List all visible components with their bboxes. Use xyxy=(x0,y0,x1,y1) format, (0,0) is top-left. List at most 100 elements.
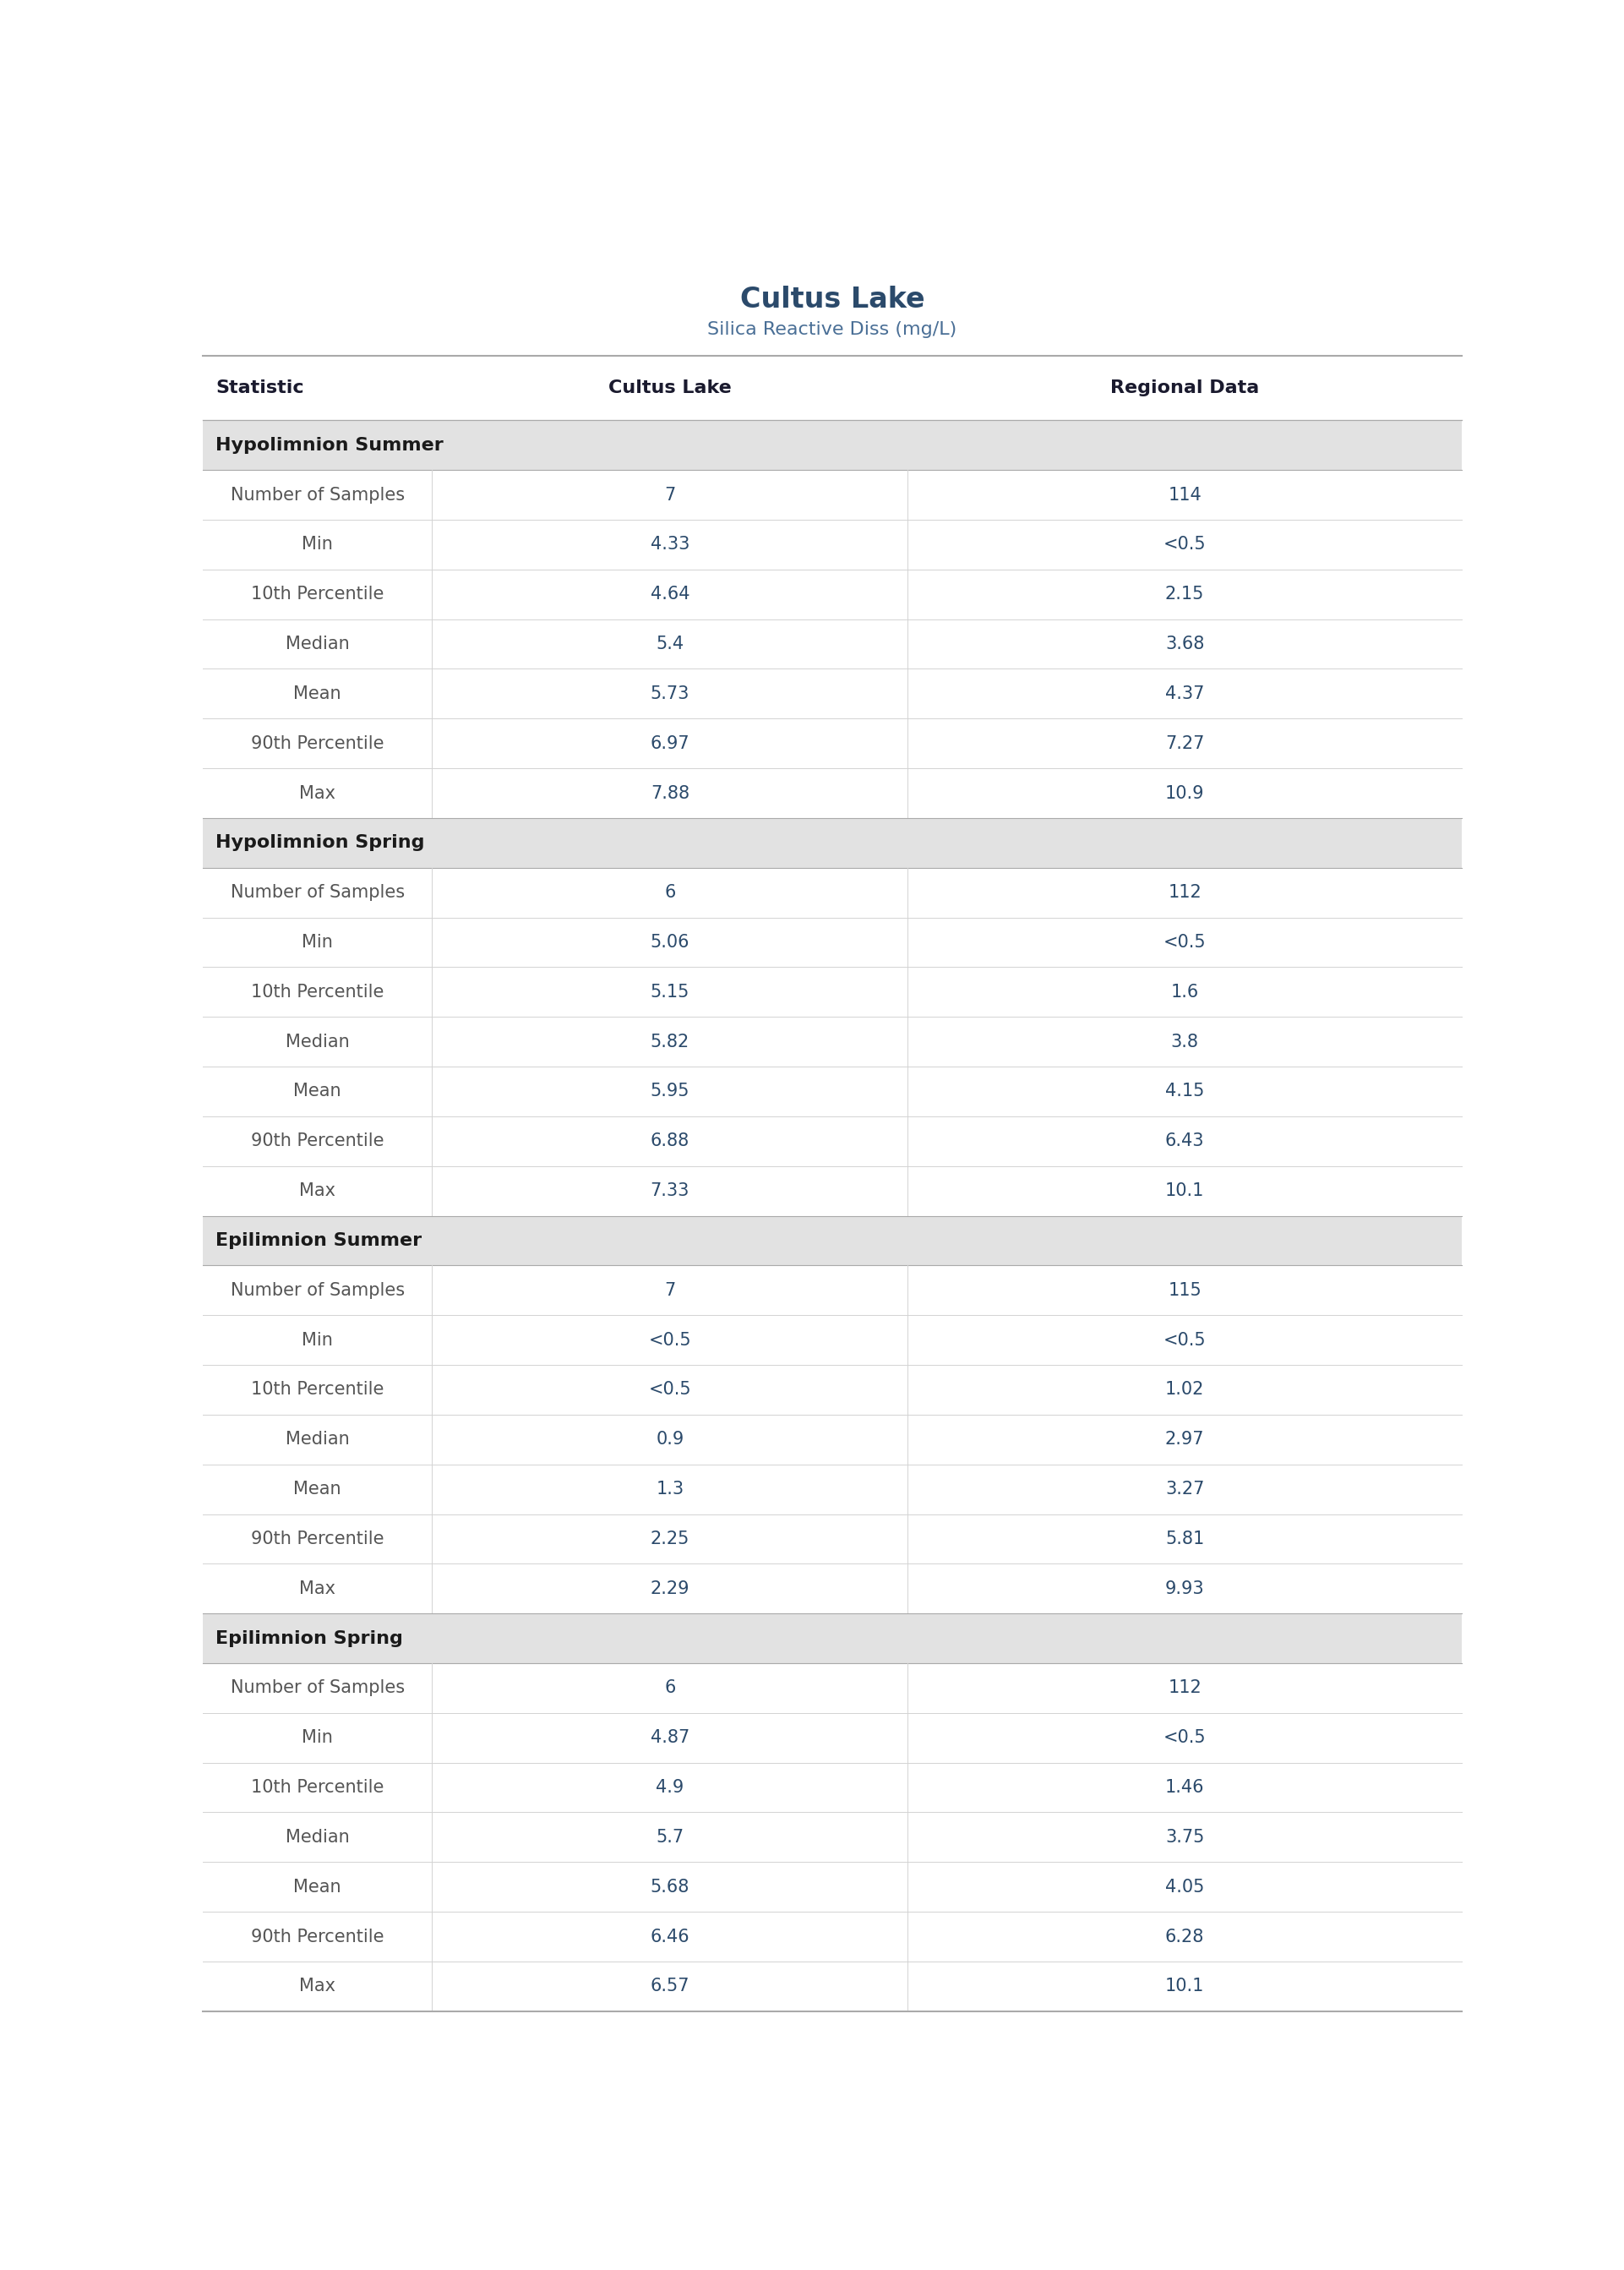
Text: 7.33: 7.33 xyxy=(650,1183,690,1199)
Text: Median: Median xyxy=(286,1430,349,1448)
Text: Hypolimnion Spring: Hypolimnion Spring xyxy=(216,835,425,851)
Bar xyxy=(203,817,1462,867)
Text: Mean: Mean xyxy=(294,1083,341,1101)
Text: Epilimnion Spring: Epilimnion Spring xyxy=(216,1630,403,1646)
Text: 5.81: 5.81 xyxy=(1164,1530,1205,1548)
Bar xyxy=(203,1714,1462,1762)
Bar xyxy=(203,1664,1462,1714)
Bar xyxy=(203,867,1462,917)
Text: 5.73: 5.73 xyxy=(650,686,690,701)
Text: Mean: Mean xyxy=(294,1480,341,1498)
Bar xyxy=(203,1167,1462,1217)
Text: Number of Samples: Number of Samples xyxy=(231,486,404,504)
Text: 6.88: 6.88 xyxy=(650,1133,690,1149)
Bar xyxy=(203,1364,1462,1414)
Bar xyxy=(203,720,1462,767)
Text: 1.6: 1.6 xyxy=(1171,983,1199,1001)
Bar xyxy=(203,520,1462,570)
Text: Min: Min xyxy=(302,933,333,951)
Text: 6.28: 6.28 xyxy=(1164,1927,1205,1945)
Bar xyxy=(203,670,1462,720)
Text: Max: Max xyxy=(299,785,336,801)
Text: 5.4: 5.4 xyxy=(656,636,684,651)
Text: 4.15: 4.15 xyxy=(1164,1083,1205,1101)
Text: 10th Percentile: 10th Percentile xyxy=(252,1382,383,1398)
Bar xyxy=(203,1264,1462,1314)
Text: 2.25: 2.25 xyxy=(650,1530,690,1548)
Text: 4.64: 4.64 xyxy=(650,586,690,604)
Bar xyxy=(203,1861,1462,1911)
Text: 10.1: 10.1 xyxy=(1164,1977,1205,1995)
Text: Silica Reactive Diss (mg/L): Silica Reactive Diss (mg/L) xyxy=(708,322,957,338)
Bar xyxy=(203,767,1462,817)
Text: 10.9: 10.9 xyxy=(1164,785,1205,801)
Text: 1.3: 1.3 xyxy=(656,1480,684,1498)
Text: Statistic: Statistic xyxy=(216,379,304,397)
Bar xyxy=(203,1514,1462,1564)
Text: 0.9: 0.9 xyxy=(656,1430,684,1448)
Text: 3.68: 3.68 xyxy=(1164,636,1205,651)
Text: 7.27: 7.27 xyxy=(1164,735,1205,751)
Text: 2.15: 2.15 xyxy=(1164,586,1205,604)
Bar xyxy=(203,1314,1462,1364)
Text: 7: 7 xyxy=(664,1283,676,1298)
Bar xyxy=(203,1614,1462,1664)
Text: 5.7: 5.7 xyxy=(656,1830,684,1846)
Text: 90th Percentile: 90th Percentile xyxy=(252,735,383,751)
Text: 6.46: 6.46 xyxy=(650,1927,690,1945)
Text: Median: Median xyxy=(286,636,349,651)
Text: Min: Min xyxy=(302,1332,333,1348)
Text: 2.29: 2.29 xyxy=(650,1580,690,1598)
Text: Median: Median xyxy=(286,1033,349,1051)
Text: 1.02: 1.02 xyxy=(1164,1382,1205,1398)
Text: Regional Data: Regional Data xyxy=(1111,379,1259,397)
Text: Number of Samples: Number of Samples xyxy=(231,883,404,901)
Text: 6.43: 6.43 xyxy=(1164,1133,1205,1149)
Bar xyxy=(203,620,1462,670)
Bar xyxy=(203,356,1462,420)
Text: 90th Percentile: 90th Percentile xyxy=(252,1530,383,1548)
Bar xyxy=(203,470,1462,520)
Text: 10th Percentile: 10th Percentile xyxy=(252,586,383,604)
Text: 90th Percentile: 90th Percentile xyxy=(252,1133,383,1149)
Text: Number of Samples: Number of Samples xyxy=(231,1680,404,1696)
Bar xyxy=(203,570,1462,620)
Text: 4.87: 4.87 xyxy=(650,1730,690,1746)
Text: 5.68: 5.68 xyxy=(650,1880,690,1895)
Text: 10th Percentile: 10th Percentile xyxy=(252,1780,383,1796)
Bar xyxy=(203,1762,1462,1811)
Bar xyxy=(203,1911,1462,1961)
Bar xyxy=(203,917,1462,967)
Text: 112: 112 xyxy=(1168,1680,1202,1696)
Text: 1.46: 1.46 xyxy=(1164,1780,1205,1796)
Text: Cultus Lake: Cultus Lake xyxy=(741,286,924,313)
Bar xyxy=(203,1961,1462,2011)
Bar xyxy=(203,420,1462,470)
Text: 115: 115 xyxy=(1168,1283,1202,1298)
Bar xyxy=(203,1017,1462,1067)
Text: 4.05: 4.05 xyxy=(1164,1880,1205,1895)
Text: Min: Min xyxy=(302,1730,333,1746)
Text: <0.5: <0.5 xyxy=(1163,933,1207,951)
Bar xyxy=(203,1117,1462,1167)
Text: Cultus Lake: Cultus Lake xyxy=(609,379,731,397)
Text: 112: 112 xyxy=(1168,883,1202,901)
Text: 3.75: 3.75 xyxy=(1164,1830,1205,1846)
Text: 6: 6 xyxy=(664,1680,676,1696)
Text: <0.5: <0.5 xyxy=(1163,1730,1207,1746)
Text: 4.9: 4.9 xyxy=(656,1780,684,1796)
Bar xyxy=(203,1564,1462,1614)
Text: 3.8: 3.8 xyxy=(1171,1033,1199,1051)
Text: 6.57: 6.57 xyxy=(650,1977,690,1995)
Text: 7: 7 xyxy=(664,486,676,504)
Bar xyxy=(203,1811,1462,1861)
Text: <0.5: <0.5 xyxy=(648,1382,692,1398)
Text: 5.06: 5.06 xyxy=(650,933,690,951)
Bar xyxy=(203,1414,1462,1464)
Text: 10.1: 10.1 xyxy=(1164,1183,1205,1199)
Bar xyxy=(203,967,1462,1017)
Text: 3.27: 3.27 xyxy=(1164,1480,1205,1498)
Bar xyxy=(203,1067,1462,1117)
Text: Max: Max xyxy=(299,1183,336,1199)
Text: 6: 6 xyxy=(664,883,676,901)
